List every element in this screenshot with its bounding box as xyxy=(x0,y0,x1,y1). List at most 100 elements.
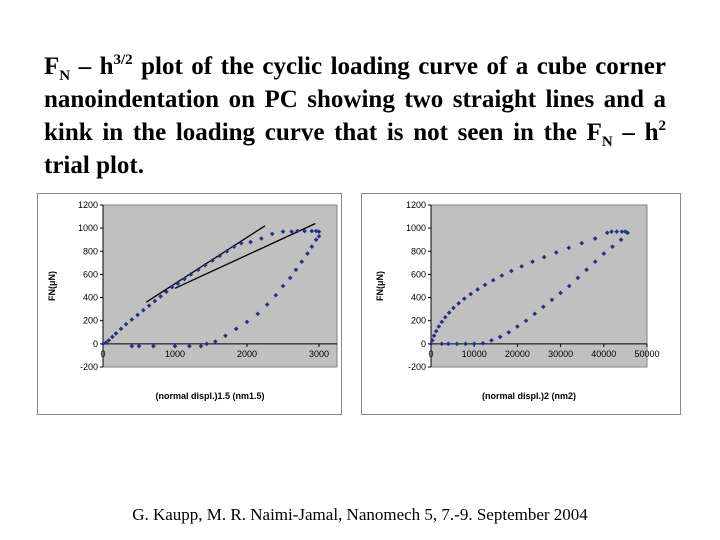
title-part-1: N xyxy=(59,68,71,84)
left-point-0-42 xyxy=(280,283,286,289)
right-point-0-31 xyxy=(610,244,615,249)
left-point-0-45 xyxy=(255,311,261,317)
right-point-0-46 xyxy=(480,340,486,346)
right-plot-area xyxy=(430,204,648,368)
right-point-0-48 xyxy=(463,341,468,347)
left-point-0-1 xyxy=(103,340,109,345)
left-point-0-29 xyxy=(289,229,294,234)
right-point-0-42 xyxy=(515,324,520,329)
left-point-0-22 xyxy=(224,248,230,254)
chart-left-fn-vs-h1.5: -200 0 200 400 600 800 1000 1200 0 1000 2000 3000 FN… xyxy=(37,193,342,415)
right-y-tick-label-3: 400 xyxy=(411,293,426,303)
right-point-0-23 xyxy=(592,236,598,241)
left-y-tick-label-2: 200 xyxy=(83,316,98,326)
right-y-tick-label-7: 1200 xyxy=(406,200,426,210)
right-y-tick-label-5: 800 xyxy=(411,246,426,256)
left-x-tick-label-0: 0 xyxy=(100,349,105,359)
left-y-tick-label-1: 0 xyxy=(93,339,98,349)
right-point-0-27 xyxy=(619,229,625,234)
left-point-0-51 xyxy=(198,343,204,349)
right-point-0-34 xyxy=(584,267,589,273)
right-x-tick-label-5: 50000 xyxy=(634,349,659,359)
title-part-4: plot of the cyclic loading curve of a cu… xyxy=(44,53,667,146)
left-point-0-34 xyxy=(316,229,322,234)
right-point-0-4 xyxy=(436,324,442,329)
left-point-0-27 xyxy=(269,231,275,237)
left-x-tick-label-2: 2000 xyxy=(237,349,257,359)
left-y-tick-label-0: -200 xyxy=(80,362,98,372)
right-point-0-50 xyxy=(445,341,451,347)
right-y-tick-label-1: 0 xyxy=(421,339,426,349)
right-point-0-40 xyxy=(532,311,537,317)
slide-title: FN – h3/2 plot of the cyclic loading cur… xyxy=(44,50,666,182)
right-point-0-17 xyxy=(519,264,525,269)
right-x-tick-label-0: 0 xyxy=(428,349,433,359)
left-y-tick-label-3: 400 xyxy=(83,293,98,303)
left-point-0-13 xyxy=(164,289,169,295)
right-x-tick-label-4: 40000 xyxy=(591,349,616,359)
right-point-0-24 xyxy=(604,230,610,236)
right-point-0-37 xyxy=(558,290,563,296)
left-point-0-21 xyxy=(217,253,222,259)
right-point-0-51 xyxy=(439,341,445,347)
left-point-0-50 xyxy=(204,341,209,347)
right-point-0-14 xyxy=(490,277,496,283)
right-point-0-25 xyxy=(609,229,614,234)
right-y-tick-label-0: -200 xyxy=(408,362,426,372)
left-point-0-24 xyxy=(238,240,244,246)
title-part-5: N xyxy=(601,134,613,150)
right-y-tick-label-4: 600 xyxy=(411,269,426,279)
title-part-3: 3/2 xyxy=(113,52,133,68)
right-point-0-41 xyxy=(523,318,529,324)
left-point-0-48 xyxy=(223,333,228,339)
title-part-8: trial plot. xyxy=(44,152,144,179)
left-point-0-44 xyxy=(264,302,270,307)
left-point-0-43 xyxy=(273,292,279,298)
title-part-0: F xyxy=(44,53,60,80)
right-point-0-18 xyxy=(530,259,535,264)
left-y-tick-label-4: 600 xyxy=(83,269,98,279)
right-x-tick-label-1: 10000 xyxy=(462,349,487,359)
right-point-0-30 xyxy=(618,237,624,243)
left-point-0-55 xyxy=(136,343,142,349)
left-point-0-52 xyxy=(187,343,192,349)
left-point-0-53 xyxy=(172,343,178,349)
right-point-0-1 xyxy=(429,338,435,343)
title-part-7: 2 xyxy=(658,118,667,134)
right-y-tick-label-2: 200 xyxy=(411,316,426,326)
title-part-2: – h xyxy=(70,53,114,80)
right-point-0-39 xyxy=(541,304,546,310)
right-point-0-22 xyxy=(579,240,585,246)
right-x-tick-label-2: 20000 xyxy=(505,349,530,359)
left-point-0-4 xyxy=(113,331,119,336)
right-point-0-45 xyxy=(489,338,494,343)
left-y-tick-label-7: 1200 xyxy=(78,200,98,210)
right-point-0-20 xyxy=(553,250,559,255)
right-point-0-38 xyxy=(549,297,555,303)
right-point-0-29 xyxy=(625,230,630,236)
right-point-0-32 xyxy=(601,251,607,256)
right-point-0-15 xyxy=(499,273,505,278)
left-point-0-54 xyxy=(151,343,156,349)
right-point-0-5 xyxy=(439,319,445,325)
left-point-0-11 xyxy=(152,298,158,304)
left-x-axis-label: (normal displ.)1.5 (nm1.5) xyxy=(155,391,264,401)
right-point-0-21 xyxy=(566,245,572,251)
right-x-axis-label: (normal displ.)2 (nm2) xyxy=(482,391,576,401)
left-point-0-2 xyxy=(106,338,112,343)
title-part-6: – h xyxy=(612,119,659,146)
left-x-tick-label-1: 1000 xyxy=(165,349,185,359)
chart-right-fn-vs-h2: -200 0 200 400 600 800 1000 1200 0 10000 20000 3000… xyxy=(361,193,681,415)
left-point-0-49 xyxy=(213,339,218,344)
right-point-0-33 xyxy=(592,259,598,264)
left-point-0-47 xyxy=(233,326,239,332)
right-point-0-44 xyxy=(497,334,503,340)
right-point-0-43 xyxy=(506,329,512,335)
left-point-0-56 xyxy=(129,343,135,349)
left-point-0-28 xyxy=(280,229,286,234)
left-fit-line-1 xyxy=(174,222,316,289)
right-point-0-16 xyxy=(509,268,514,274)
left-point-0-16 xyxy=(182,276,187,282)
